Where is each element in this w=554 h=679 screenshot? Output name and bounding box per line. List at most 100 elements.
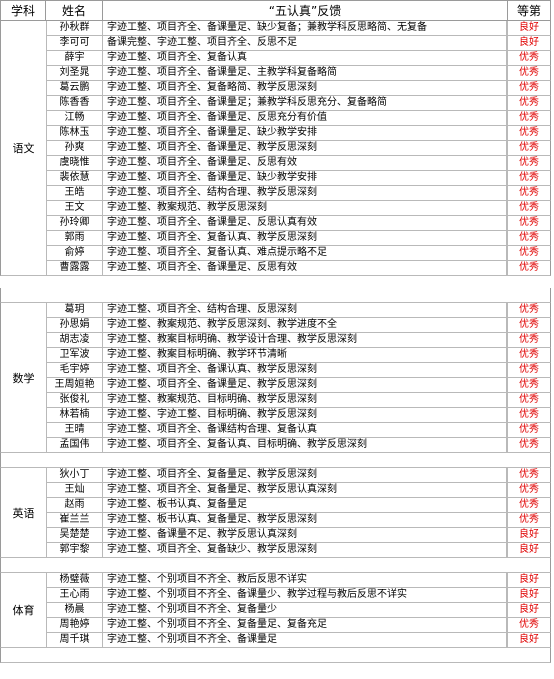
table-row: 王灿 字迹工整、项目齐全、复备量足、教学反思认真深刻 优秀 xyxy=(0,483,554,498)
grade-cell: 优秀 xyxy=(507,513,551,528)
feedback-cell: 字迹工整、项目齐全、复备略简、教学反思深刻 xyxy=(102,81,507,96)
feedback-cell: 字迹工整、项目齐全、备课量足、反思充分有价值 xyxy=(102,111,507,126)
grade-cell: 优秀 xyxy=(507,423,551,438)
subject-cell: 体育 xyxy=(0,573,46,648)
grade-cell: 优秀 xyxy=(507,246,551,261)
teacher-name-cell: 杨晨 xyxy=(46,603,102,618)
teacher-name-cell: 孙秋群 xyxy=(46,21,102,36)
teacher-name-cell: 张俊礼 xyxy=(46,393,102,408)
teacher-name-cell: 王皓 xyxy=(46,186,102,201)
feedback-cell: 字迹工整、项目齐全、复备认真、目标明确、教学反思深刻 xyxy=(102,438,507,453)
table-row: 孙秋群 字迹工整、项目齐全、备课量足、缺少复备；兼教学科反思略简、无复备 良好 xyxy=(0,21,554,36)
feedback-cell: 字迹工整、教案规范、教学反思深刻 xyxy=(102,201,507,216)
grade-cell: 优秀 xyxy=(507,303,551,318)
table-row: 葛云鹏 字迹工整、项目齐全、复备略简、教学反思深刻 优秀 xyxy=(0,81,554,96)
teacher-name-cell: 杨璧薇 xyxy=(46,573,102,588)
feedback-cell: 字迹工整、项目齐全、备课量足、缺少复备；兼教学科反思略简、无复备 xyxy=(102,21,507,36)
table-row: 王周姮艳 字迹工整、项目齐全、备课量足、教学反思深刻 优秀 xyxy=(0,378,554,393)
grade-cell: 优秀 xyxy=(507,468,551,483)
teacher-name-cell: 卫军波 xyxy=(46,348,102,363)
teacher-name-cell: 王灿 xyxy=(46,483,102,498)
feedback-cell: 字迹工整、项目齐全、复备认真、教学反思深刻 xyxy=(102,231,507,246)
header-name: 姓名 xyxy=(45,0,103,21)
teacher-name-cell: 狄小丁 xyxy=(46,468,102,483)
teacher-name-cell: 薛宇 xyxy=(46,51,102,66)
table-row: 薛宇 字迹工整、项目齐全、复备认真 优秀 xyxy=(0,51,554,66)
grade-cell: 优秀 xyxy=(507,66,551,81)
group-spacer xyxy=(0,288,551,303)
table-row: 王晴 字迹工整、项目齐全、备课结构合理、复备认真 优秀 xyxy=(0,423,554,438)
header-grade: 等第 xyxy=(507,0,551,21)
table-row: 孙爽 字迹工整、项目齐全、备课量足、教学反思深刻 优秀 xyxy=(0,141,554,156)
feedback-cell: 字迹工整、项目齐全、复备缺少、教学反思深刻 xyxy=(102,543,507,558)
feedback-cell: 字迹工整、教案规范、教学反思深刻、教学进度不全 xyxy=(102,318,507,333)
feedback-cell: 字迹工整、项目齐全、备课量足；兼教学科反思充分、复备略简 xyxy=(102,96,507,111)
teacher-name-cell: 王文 xyxy=(46,201,102,216)
feedback-cell: 字迹工整、项目齐全、备课结构合理、复备认真 xyxy=(102,423,507,438)
subject-cell: 语文 xyxy=(0,21,46,276)
feedback-cell: 字迹工整、板书认真、复备量足、教学反思深刻 xyxy=(102,513,507,528)
grade-cell: 优秀 xyxy=(507,438,551,453)
feedback-cell: 字迹工整、项目齐全、复备认真 xyxy=(102,51,507,66)
table-row: 陈香香 字迹工整、项目齐全、备课量足；兼教学科反思充分、复备略简 优秀 xyxy=(0,96,554,111)
teacher-name-cell: 林若楠 xyxy=(46,408,102,423)
teacher-name-cell: 王心雨 xyxy=(46,588,102,603)
grade-cell: 优秀 xyxy=(507,498,551,513)
feedback-cell: 字迹工整、项目齐全、复备量足、教学反思深刻 xyxy=(102,468,507,483)
feedback-cell: 字迹工整、项目齐全、备课量足、反思有效 xyxy=(102,261,507,276)
feedback-cell: 备课完整、字迹工整、项目齐全、反思不足 xyxy=(102,36,507,51)
table-row: 陈林玉 字迹工整、项目齐全、备课量足、缺少教学安排 优秀 xyxy=(0,126,554,141)
teacher-name-cell: 葛玥 xyxy=(46,303,102,318)
subject-cell: 数学 xyxy=(0,303,46,453)
teacher-name-cell: 吴楚楚 xyxy=(46,528,102,543)
table-row: 曹露露 字迹工整、项目齐全、备课量足、反思有效 优秀 xyxy=(0,261,554,276)
feedback-cell: 字迹工整、项目齐全、备课量足、教学反思深刻 xyxy=(102,378,507,393)
table-row: 杨璧薇 字迹工整、个别项目不齐全、教后反思不详实 良好 xyxy=(0,573,554,588)
grade-cell: 良好 xyxy=(507,528,551,543)
grade-cell: 良好 xyxy=(507,21,551,36)
grade-cell: 优秀 xyxy=(507,618,551,633)
table-row: 周千琪 字迹工整、个别项目不齐全、备课量足 良好 xyxy=(0,633,554,648)
feedback-cell: 字迹工整、项目齐全、复备认真、难点提示略不足 xyxy=(102,246,507,261)
teacher-name-cell: 李可可 xyxy=(46,36,102,51)
table-row: 杨晨 字迹工整、个别项目不齐全、复备量少 良好 xyxy=(0,603,554,618)
grade-cell: 优秀 xyxy=(507,126,551,141)
feedback-cell: 字迹工整、项目齐全、结构合理、教学反思深刻 xyxy=(102,186,507,201)
feedback-cell: 字迹工整、个别项目不齐全、复备量足、复备充足 xyxy=(102,618,507,633)
table-row: 毛宇婷 字迹工整、项目齐全、备课认真、教学反思深刻 优秀 xyxy=(0,363,554,378)
table-footer-spacer xyxy=(0,648,551,663)
table-row: 郭宇黎 字迹工整、项目齐全、复备缺少、教学反思深刻 良好 xyxy=(0,543,554,558)
teacher-name-cell: 陈林玉 xyxy=(46,126,102,141)
teacher-name-cell: 刘圣晁 xyxy=(46,66,102,81)
teacher-name-cell: 崔兰兰 xyxy=(46,513,102,528)
feedback-cell: 字迹工整、项目齐全、备课量足、缺少教学安排 xyxy=(102,171,507,186)
feedback-cell: 字迹工整、项目齐全、复备量足、教学反思认真深刻 xyxy=(102,483,507,498)
table-row: 王文 字迹工整、教案规范、教学反思深刻 优秀 xyxy=(0,201,554,216)
feedback-cell: 字迹工整、项目齐全、备课量足、主教学科复备略简 xyxy=(102,66,507,81)
header-subject: 学科 xyxy=(0,0,46,21)
grade-cell: 优秀 xyxy=(507,156,551,171)
teacher-name-cell: 毛宇婷 xyxy=(46,363,102,378)
teacher-name-cell: 陈香香 xyxy=(46,96,102,111)
grade-cell: 优秀 xyxy=(507,231,551,246)
teacher-name-cell: 孙思娟 xyxy=(46,318,102,333)
grade-cell: 优秀 xyxy=(507,393,551,408)
grade-cell: 优秀 xyxy=(507,81,551,96)
teacher-name-cell: 江畅 xyxy=(46,111,102,126)
teacher-name-cell: 虞晓惟 xyxy=(46,156,102,171)
teacher-name-cell: 俞婷 xyxy=(46,246,102,261)
grade-cell: 优秀 xyxy=(507,216,551,231)
table-row: 卫军波 字迹工整、教案目标明确、教学环节清晰 优秀 xyxy=(0,348,554,363)
table-row: 林若楠 字迹工整、字迹工整、目标明确、教学反思深刻 优秀 xyxy=(0,408,554,423)
table-row: 江畅 字迹工整、项目齐全、备课量足、反思充分有价值 优秀 xyxy=(0,111,554,126)
table-row: 李可可 备课完整、字迹工整、项目齐全、反思不足 良好 xyxy=(0,36,554,51)
grade-cell: 优秀 xyxy=(507,111,551,126)
grade-cell: 良好 xyxy=(507,603,551,618)
grade-cell: 良好 xyxy=(507,573,551,588)
feedback-cell: 字迹工整、教案目标明确、教学设计合理、教学反思深刻 xyxy=(102,333,507,348)
table-row: 孟国伟 字迹工整、项目齐全、复备认真、目标明确、教学反思深刻 优秀 xyxy=(0,438,554,453)
feedback-cell: 字迹工整、项目齐全、结构合理、反思深刻 xyxy=(102,303,507,318)
grade-cell: 优秀 xyxy=(507,378,551,393)
feedback-cell: 字迹工整、个别项目不齐全、教后反思不详实 xyxy=(102,573,507,588)
